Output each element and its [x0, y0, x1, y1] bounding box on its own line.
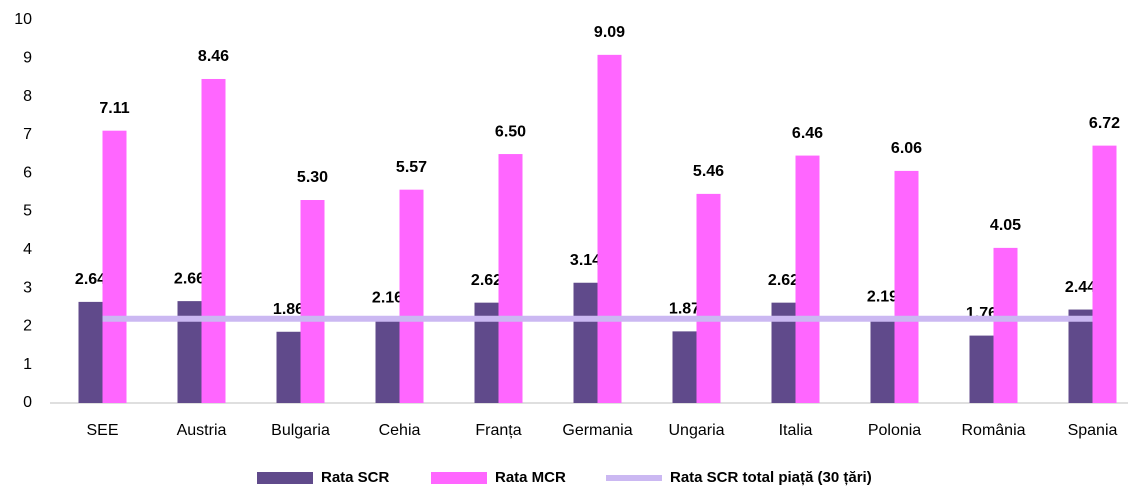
- bar: [201, 78, 226, 404]
- value-label: 1.87: [669, 301, 700, 318]
- value-label: 6.50: [495, 123, 526, 140]
- x-tick-label: Germania: [562, 422, 632, 439]
- y-tick-label: 0: [23, 394, 32, 411]
- value-label: 6.06: [891, 140, 922, 157]
- legend-label: Rata SCR: [321, 469, 390, 486]
- y-tick-label: 2: [23, 318, 32, 335]
- value-label: 2.62: [471, 272, 502, 289]
- legend-label: Rata SCR total piață (30 țări): [670, 469, 872, 486]
- value-label: 5.30: [297, 169, 328, 186]
- value-label: 7.11: [99, 100, 129, 117]
- bar: [993, 247, 1018, 403]
- bar: [276, 331, 301, 403]
- bar: [102, 130, 127, 403]
- x-tick-label: Bulgaria: [271, 422, 330, 439]
- value-label: 2.64: [75, 271, 106, 288]
- y-tick-label: 9: [23, 50, 32, 67]
- value-label: 6.46: [792, 125, 823, 142]
- value-label: 2.66: [174, 270, 205, 287]
- bar: [300, 200, 325, 403]
- x-tick-label: Polonia: [868, 422, 921, 439]
- bar: [1092, 145, 1117, 403]
- x-tick-label: Spania: [1068, 422, 1118, 439]
- value-label: 3.14: [570, 252, 601, 269]
- bar: [498, 154, 523, 403]
- bar: [696, 193, 721, 403]
- x-tick-label: Austria: [177, 422, 227, 439]
- y-tick-label: 10: [14, 11, 32, 28]
- y-tick-label: 4: [23, 241, 32, 258]
- value-label: 4.05: [990, 217, 1021, 234]
- legend-swatch: [257, 472, 313, 484]
- y-tick-label: 6: [23, 164, 32, 181]
- value-label: 2.19: [867, 288, 898, 305]
- x-tick-label: Franța: [475, 422, 521, 439]
- value-label: 6.72: [1089, 115, 1120, 132]
- bar: [573, 282, 598, 403]
- y-tick-label: 7: [23, 126, 32, 143]
- bar: [894, 170, 919, 403]
- bar: [597, 54, 622, 404]
- legend-label: Rata MCR: [495, 469, 566, 486]
- y-tick-label: 5: [23, 203, 32, 220]
- bar: [870, 319, 895, 403]
- x-tick-label: Italia: [779, 422, 813, 439]
- x-tick-label: România: [961, 422, 1025, 439]
- bar: [375, 320, 400, 403]
- y-tick-label: 1: [23, 356, 32, 373]
- value-label: 9.09: [594, 24, 625, 41]
- bar: [78, 301, 103, 403]
- value-label: 1.86: [273, 301, 304, 318]
- x-tick-label: Ungaria: [668, 422, 724, 439]
- bar: [399, 189, 424, 403]
- y-tick-label: 8: [23, 88, 32, 105]
- x-tick-label: Cehia: [379, 422, 421, 439]
- bar: [969, 335, 994, 403]
- value-label: 5.46: [693, 163, 724, 180]
- x-tick-label: SEE: [86, 422, 118, 439]
- value-label: 5.57: [396, 159, 427, 176]
- value-label: 8.46: [198, 48, 229, 65]
- bar: [795, 155, 820, 403]
- value-label: 2.16: [372, 289, 403, 306]
- value-label: 2.44: [1065, 279, 1096, 296]
- bar: [672, 331, 697, 403]
- value-label: 2.62: [768, 272, 799, 289]
- y-tick-label: 3: [23, 279, 32, 296]
- bar: [1068, 309, 1093, 403]
- legend-swatch: [431, 472, 487, 484]
